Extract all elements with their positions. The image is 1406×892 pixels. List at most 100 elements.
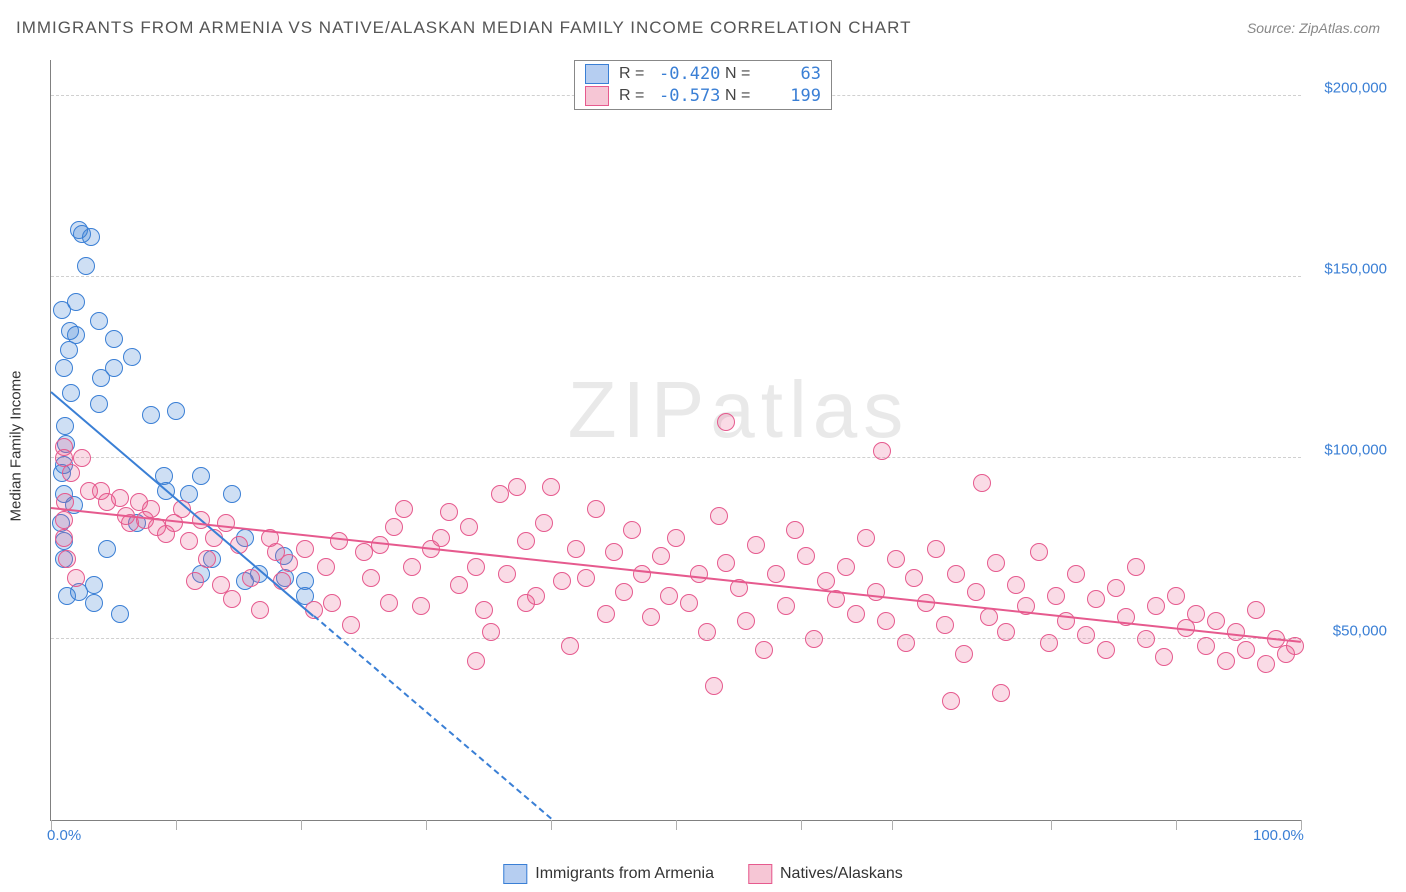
scatter-point <box>1067 565 1085 583</box>
scatter-point <box>605 543 623 561</box>
scatter-point <box>498 565 516 583</box>
legend-n-label: N = <box>725 87 755 105</box>
scatter-point <box>508 478 526 496</box>
scatter-point <box>56 417 74 435</box>
y-tick-label: $150,000 <box>1307 261 1387 278</box>
scatter-point <box>296 540 314 558</box>
scatter-point <box>1040 634 1058 652</box>
scatter-point <box>786 521 804 539</box>
scatter-point <box>857 529 875 547</box>
legend-label: Natives/Alaskans <box>780 865 903 883</box>
scatter-point <box>561 637 579 655</box>
scatter-point <box>198 550 216 568</box>
scatter-point <box>992 684 1010 702</box>
scatter-point <box>395 500 413 518</box>
scatter-point <box>186 572 204 590</box>
x-tick <box>801 820 802 830</box>
scatter-point <box>717 413 735 431</box>
scatter-point <box>1137 630 1155 648</box>
scatter-point <box>217 514 235 532</box>
trend-line <box>313 615 552 819</box>
chart-title: IMMIGRANTS FROM ARMENIA VS NATIVE/ALASKA… <box>16 18 912 38</box>
scatter-point <box>887 550 905 568</box>
scatter-point <box>942 692 960 710</box>
scatter-point <box>987 554 1005 572</box>
scatter-point <box>955 645 973 663</box>
series-legend: Immigrants from ArmeniaNatives/Alaskans <box>503 864 902 884</box>
y-tick-label: $50,000 <box>1307 623 1387 640</box>
scatter-point <box>897 634 915 652</box>
x-tick <box>301 820 302 830</box>
legend-n-label: N = <box>725 65 755 83</box>
scatter-point <box>967 583 985 601</box>
scatter-point <box>223 485 241 503</box>
scatter-point <box>517 532 535 550</box>
scatter-point <box>615 583 633 601</box>
scatter-point <box>1107 579 1125 597</box>
scatter-point <box>690 565 708 583</box>
scatter-point <box>535 514 553 532</box>
scatter-point <box>1047 587 1065 605</box>
correlation-chart-page: IMMIGRANTS FROM ARMENIA VS NATIVE/ALASKA… <box>0 0 1406 892</box>
x-tick <box>1176 820 1177 830</box>
legend-r-label: R = <box>619 87 649 105</box>
scatter-point <box>905 569 923 587</box>
y-tick-label: $200,000 <box>1307 80 1387 97</box>
x-tick <box>892 820 893 830</box>
scatter-point <box>111 605 129 623</box>
scatter-point <box>777 597 795 615</box>
scatter-point <box>62 384 80 402</box>
scatter-point <box>432 529 450 547</box>
scatter-point <box>797 547 815 565</box>
scatter-point <box>936 616 954 634</box>
scatter-point <box>67 569 85 587</box>
scatter-point <box>1030 543 1048 561</box>
scatter-point <box>317 558 335 576</box>
scatter-point <box>85 594 103 612</box>
scatter-point <box>980 608 998 626</box>
scatter-point <box>242 569 260 587</box>
scatter-point <box>1197 637 1215 655</box>
scatter-point <box>98 540 116 558</box>
y-tick-label: $100,000 <box>1307 442 1387 459</box>
scatter-point <box>111 489 129 507</box>
scatter-point <box>55 529 73 547</box>
x-tick <box>1051 820 1052 830</box>
scatter-point <box>90 312 108 330</box>
scatter-point <box>342 616 360 634</box>
scatter-point <box>467 652 485 670</box>
scatter-point <box>92 369 110 387</box>
y-axis-title: Median Family Income <box>8 371 25 522</box>
scatter-point <box>251 601 269 619</box>
x-tick-label: 0.0% <box>47 827 81 844</box>
scatter-point <box>73 449 91 467</box>
legend-r-value: -0.573 <box>659 86 715 106</box>
scatter-point <box>475 601 493 619</box>
scatter-point <box>947 565 965 583</box>
scatter-point <box>717 554 735 572</box>
scatter-point <box>837 558 855 576</box>
legend-swatch <box>585 64 609 84</box>
scatter-point <box>577 569 595 587</box>
scatter-point <box>380 594 398 612</box>
x-tick-label: 100.0% <box>1253 827 1304 844</box>
scatter-point <box>527 587 545 605</box>
scatter-point <box>1087 590 1105 608</box>
scatter-point <box>633 565 651 583</box>
legend-r-label: R = <box>619 65 649 83</box>
scatter-point <box>927 540 945 558</box>
scatter-point <box>403 558 421 576</box>
scatter-point <box>1237 641 1255 659</box>
scatter-point <box>1167 587 1185 605</box>
scatter-point <box>355 543 373 561</box>
scatter-point <box>1257 655 1275 673</box>
scatter-point <box>482 623 500 641</box>
source-attribution: Source: ZipAtlas.com <box>1247 20 1380 36</box>
scatter-point <box>755 641 773 659</box>
scatter-point <box>805 630 823 648</box>
scatter-point <box>467 558 485 576</box>
scatter-point <box>1227 623 1245 641</box>
scatter-point <box>873 442 891 460</box>
x-tick <box>426 820 427 830</box>
x-tick <box>676 820 677 830</box>
